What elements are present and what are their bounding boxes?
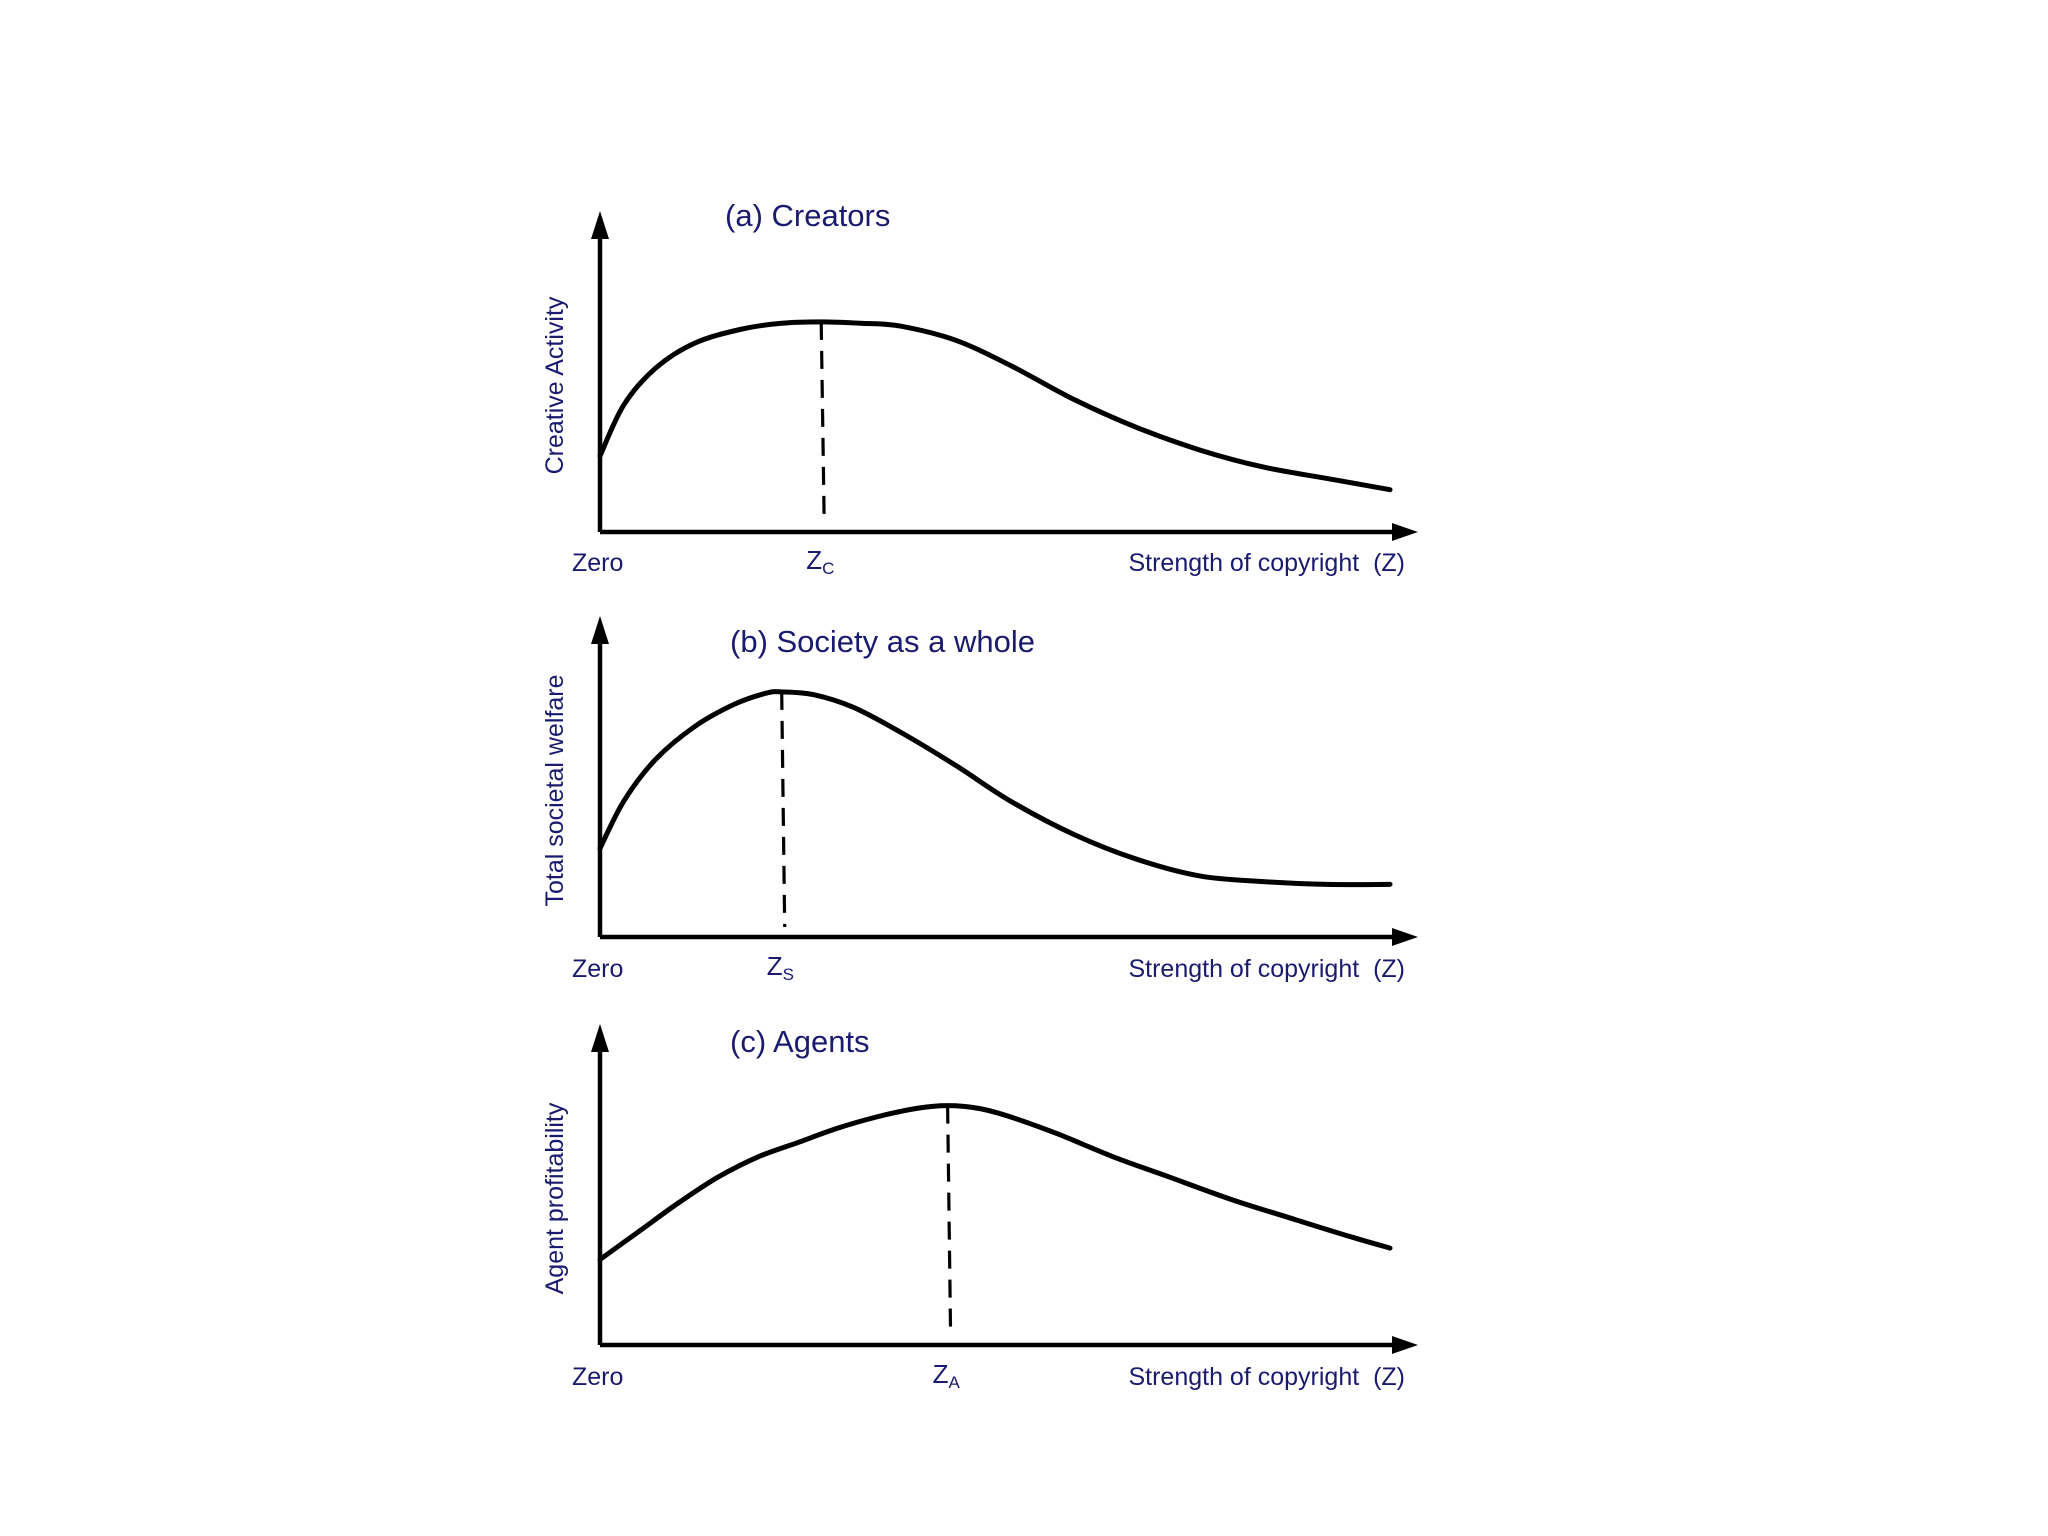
marker-main: Z [767,951,783,981]
optimum-marker-label: ZC [806,545,834,578]
optimum-marker-label: ZS [767,951,794,984]
series-line [597,689,1393,888]
panel-title: (b) Society as a whole [730,624,1035,659]
y-axis-arrow [591,211,609,239]
optimum-marker-line [946,1105,953,1336]
panel-2: (b) Society as a whole Total societal wel… [541,616,1418,984]
panel-1: (a) Creators Creative Activity Zero Strengt… [541,198,1418,578]
optimum-marker-line [780,691,787,928]
marker-main: Z [933,1359,949,1389]
y-axis-label: Total societal welfare [541,674,569,906]
x-origin-label: Zero [572,1363,623,1391]
x-origin-label: Zero [572,549,623,577]
x-axis-label: Strength of copyright (Z) [1128,1363,1405,1391]
panel-3: (c) Agents Agent profitability Zero Strengt… [541,1024,1418,1392]
marker-subscript: S [783,965,794,984]
x-origin-label: Zero [572,955,623,983]
x-axis-arrow [1392,928,1418,946]
x-axis-label: Strength of copyright (Z) [1128,955,1405,983]
x-axis-arrow [1392,523,1418,541]
optimum-marker-label: ZA [933,1359,961,1392]
panel-title: (c) Agents [730,1024,870,1059]
series-line [597,319,1393,493]
marker-subscript: C [822,559,834,578]
marker-subscript: A [948,1373,960,1392]
y-axis-arrow [591,1024,609,1052]
optimum-marker-line [819,321,826,523]
x-axis-label: Strength of copyright (Z) [1128,549,1405,577]
series-line [597,1103,1393,1262]
panel-title: (a) Creators [725,198,890,233]
y-axis-arrow [591,616,609,644]
marker-main: Z [806,545,822,575]
y-axis-label: Agent profitability [541,1102,569,1294]
y-axis-label: Creative Activity [541,296,569,474]
x-axis-arrow [1392,1336,1418,1354]
